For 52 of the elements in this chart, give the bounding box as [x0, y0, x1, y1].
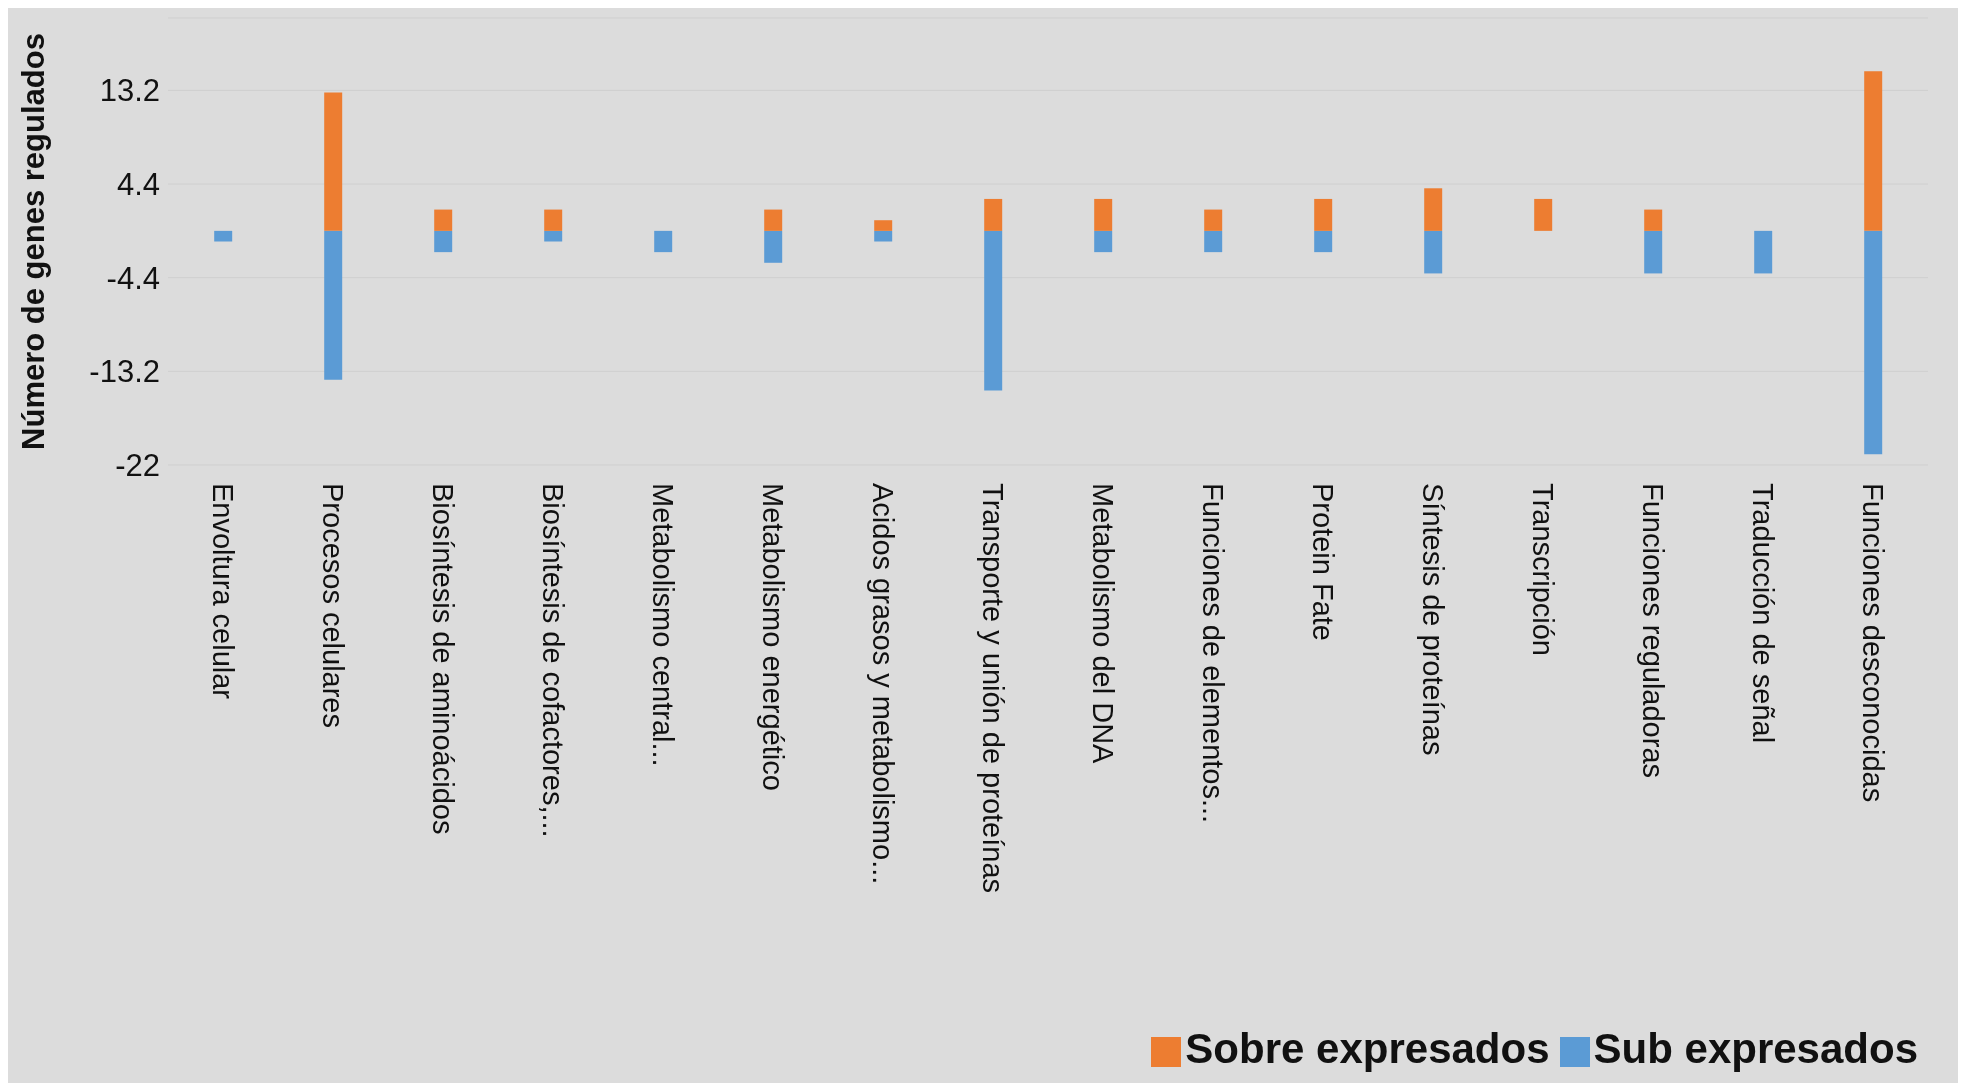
bar: [1094, 198, 1113, 231]
bar: [1864, 71, 1883, 231]
x-tick-label: Funciones desconocidas: [1857, 483, 1889, 803]
x-tick-label: Metabolismo energético: [757, 483, 789, 791]
bar: [1754, 230, 1773, 274]
x-tick-label: Traducción de señal: [1747, 483, 1779, 744]
bar: [1094, 230, 1113, 253]
x-tick-label: Síntesis de proteínas: [1417, 483, 1449, 756]
y-tick-label: 4.4: [116, 167, 160, 203]
y-tick-label: -4.4: [106, 260, 160, 296]
bar: [544, 209, 563, 231]
x-tick-label: Funciones de elementos...: [1197, 483, 1229, 824]
bar: [874, 230, 893, 242]
x-tick-label: Acidos grasos y metabolismo...: [867, 483, 899, 885]
x-tick-label: Biosíntesis de cofactores,...: [537, 483, 569, 838]
x-tick-label: Funciones reguladoras: [1637, 483, 1669, 779]
bar: [1314, 230, 1333, 253]
bar: [1864, 230, 1883, 455]
bar: [1424, 230, 1443, 274]
bar: [1534, 198, 1553, 231]
legend-label: Sub expresados: [1593, 1025, 1918, 1072]
x-tick-label: Transcripción: [1527, 483, 1559, 656]
bar: [214, 230, 233, 242]
bar: [764, 209, 783, 231]
x-tick-label: Procesos celulares: [317, 483, 349, 728]
x-tick-label: Protein Fate: [1307, 483, 1339, 641]
bar: [984, 230, 1003, 391]
bar: [1204, 209, 1223, 231]
bar: [764, 230, 783, 263]
x-tick-label: Envoltura celular: [207, 483, 239, 700]
y-tick-label: -13.2: [89, 354, 160, 390]
bar: [1644, 209, 1663, 231]
x-tick-label: Metabolismo central...: [647, 483, 679, 767]
bar: [1424, 188, 1443, 231]
bar: [654, 230, 673, 253]
legend-label: Sobre expresados: [1185, 1025, 1550, 1072]
bar: [434, 230, 453, 253]
x-tick-label: Transporte y unión de proteínas: [977, 483, 1009, 894]
y-tick-label: -22: [115, 448, 160, 484]
y-tick-label: 13.2: [99, 73, 160, 109]
bar: [1204, 230, 1223, 253]
y-axis-title: Número de genes regulados: [16, 33, 52, 450]
bar: [324, 230, 343, 380]
bar: [1644, 230, 1663, 274]
bar: [324, 92, 343, 231]
bar: [434, 209, 453, 231]
bar: [544, 230, 563, 242]
bar: [984, 198, 1003, 231]
x-tick-label: Metabolismo del DNA: [1087, 483, 1119, 765]
bar: [874, 220, 893, 231]
bar: [1314, 198, 1333, 231]
x-tick-label: Biosíntesis de aminoácidos: [427, 483, 459, 835]
